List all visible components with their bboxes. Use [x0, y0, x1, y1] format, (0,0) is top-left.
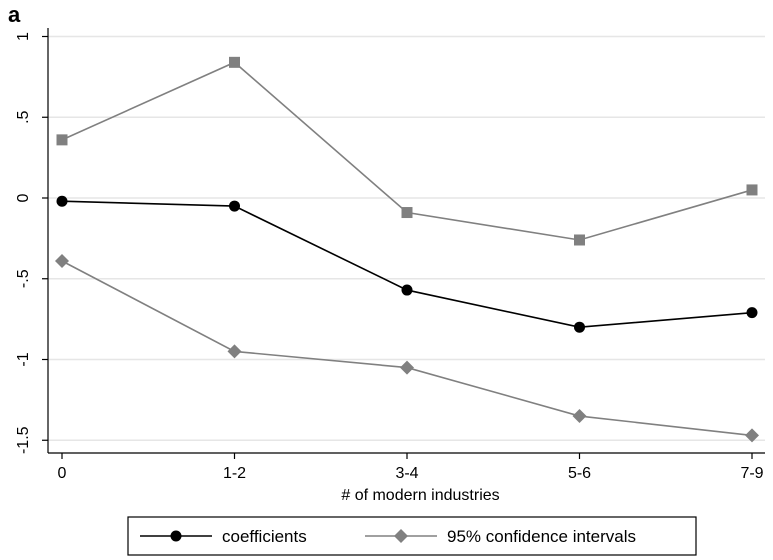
legend: coefficients 95% confidence intervals	[127, 516, 697, 556]
y-tick-label: 0	[15, 193, 32, 202]
legend-diamond-marker	[394, 529, 408, 543]
ci-upper-point	[56, 134, 68, 146]
ci-upper-point	[229, 56, 240, 68]
ci-upper-point	[746, 184, 758, 196]
legend-label: 95% confidence intervals	[447, 527, 636, 546]
ci-lower-point	[572, 409, 587, 424]
ci-lower-point	[400, 360, 414, 375]
coefficient-point	[401, 284, 413, 296]
y-tick-label: -1	[15, 352, 32, 366]
legend-label: coefficients	[222, 527, 307, 546]
axes	[47, 28, 765, 454]
coefficient-point	[746, 307, 758, 319]
y-tick-label: -.5	[15, 269, 32, 288]
grid-lines	[48, 35, 765, 441]
coefficient-point	[229, 200, 240, 212]
y-axis-ticks: 1 .5 0 -.5 -1 -1.5	[15, 32, 48, 454]
ci-lower-point	[227, 344, 242, 359]
ci-upper-point	[401, 207, 413, 219]
x-tick-label: 7-9	[740, 465, 763, 482]
y-tick-label: .5	[15, 110, 32, 123]
x-axis-ticks: 0 1-2 3-4 5-6 7-9	[58, 453, 764, 482]
x-tick-label: 3-4	[395, 465, 418, 482]
coefficient-point	[574, 321, 585, 333]
coefficient-point	[56, 195, 68, 207]
x-tick-label: 0	[58, 465, 67, 482]
ci-lower-point	[745, 428, 759, 443]
y-tick-label: 1	[15, 32, 32, 41]
series-layer	[55, 56, 759, 443]
x-tick-label: 1-2	[223, 465, 246, 482]
y-tick-label: -1.5	[15, 426, 32, 454]
ci-lower-point	[55, 253, 69, 268]
x-tick-label: 5-6	[568, 465, 591, 482]
ci-upper-point	[574, 234, 585, 246]
x-axis-title: # of modern industries	[341, 487, 499, 504]
panel-label: a	[8, 2, 21, 27]
legend-circle-marker	[170, 530, 182, 542]
